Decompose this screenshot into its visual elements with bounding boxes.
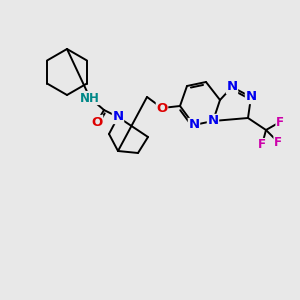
- Text: N: N: [226, 80, 238, 94]
- Text: O: O: [156, 101, 168, 115]
- Text: F: F: [276, 116, 284, 128]
- Text: F: F: [274, 136, 282, 148]
- Text: F: F: [258, 139, 266, 152]
- Text: N: N: [207, 115, 219, 128]
- Text: N: N: [245, 91, 256, 103]
- Text: NH: NH: [80, 92, 100, 104]
- Text: N: N: [188, 118, 200, 131]
- Text: O: O: [92, 116, 103, 128]
- Text: N: N: [112, 110, 124, 124]
